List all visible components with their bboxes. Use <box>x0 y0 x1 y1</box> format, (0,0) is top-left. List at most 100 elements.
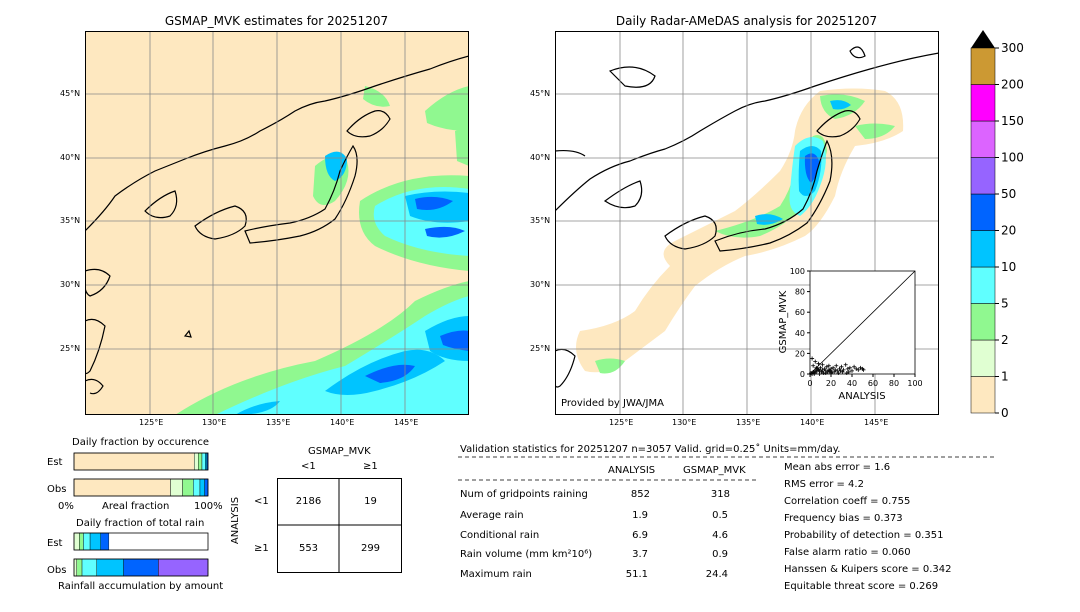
colorbar-box <box>970 339 996 377</box>
right-lat-label: 35°N <box>530 216 551 225</box>
validation-metric: RMS error = 4.2 <box>784 479 864 490</box>
scatter-point <box>810 356 815 361</box>
scatter-point <box>823 370 828 375</box>
validation-row-gsmap: 318 <box>710 489 730 500</box>
fraction-bar-segment <box>123 558 159 577</box>
contingency-row-label: <1 <box>254 496 269 507</box>
scatter-point <box>820 362 825 367</box>
contingency-row-label: ≥1 <box>254 543 269 554</box>
contingency-row-axis: ANALYSIS <box>230 496 242 545</box>
occurrence-est-label: Est <box>47 457 63 468</box>
scatter-point <box>839 364 844 369</box>
fraction-bar-segment <box>170 478 183 497</box>
colorbar-box <box>970 230 996 268</box>
right-lat-label: 45°N <box>530 89 551 98</box>
scatter-point <box>825 369 830 374</box>
scatter-point <box>824 364 829 369</box>
fraction-bar-segment <box>201 452 206 471</box>
right-lon-label: 130°E <box>672 418 697 427</box>
scatter-ytick-label: 80 <box>795 288 805 297</box>
fraction-bar-segment <box>205 452 208 471</box>
occurrence-axis-mid: Areal fraction <box>102 501 170 512</box>
colorbar-box <box>970 193 996 231</box>
scatter-xlabel: ANALYSIS <box>838 391 885 402</box>
scatter-point <box>820 367 825 372</box>
colorbar-label: 20 <box>1001 224 1016 238</box>
rain-fraction-bars <box>73 532 209 577</box>
colorbar-box <box>970 266 996 304</box>
contingency-col-label: <1 <box>301 461 316 472</box>
validation-row-gsmap: 0.9 <box>712 549 728 560</box>
validation-rules <box>458 456 996 481</box>
right-map-title: Daily Radar-AMeDAS analysis for 20251207 <box>615 14 878 28</box>
validation-col-gsmap: GSMAP_MVK <box>683 465 746 476</box>
colorbar-label: 50 <box>1001 187 1016 201</box>
scatter-ylabel: GSMAP_MVK <box>778 290 789 353</box>
fraction-bar-segment <box>193 478 201 497</box>
left-lon-label: 145°E <box>394 418 419 427</box>
scatter-point <box>841 367 846 372</box>
scatter-ytick-label: 40 <box>795 329 805 338</box>
left-graticule <box>85 31 469 415</box>
left-rain-areas <box>175 86 469 415</box>
scatter-point <box>829 366 833 371</box>
left-lon-label: 135°E <box>266 418 291 427</box>
fraction-bar-segment <box>79 532 84 551</box>
validation-row-gsmap: 4.6 <box>712 530 728 541</box>
contingency-cell: 553 <box>298 543 319 554</box>
validation-row-analysis: 6.9 <box>632 530 648 541</box>
left-lat-label: 30°N <box>60 280 81 289</box>
fraction-bar-segment <box>96 558 124 577</box>
validation-metric: False alarm ratio = 0.060 <box>784 547 911 558</box>
fraction-bar-segment <box>89 532 102 551</box>
right-lon-label: 125°E <box>609 418 634 427</box>
scatter-point <box>854 366 859 371</box>
scatter-diagonal <box>809 270 916 375</box>
scatter-point <box>814 369 819 374</box>
validation-row-analysis: 3.7 <box>632 549 648 560</box>
left-lat-label: 40°N <box>60 153 81 162</box>
scatter-point <box>833 367 838 372</box>
right-lon-label: 135°E <box>736 418 761 427</box>
scatter-xtick-label: 20 <box>826 379 836 388</box>
colorbar-label: 0 <box>1001 406 1009 420</box>
scatter-point <box>813 359 818 364</box>
left-coastlines <box>85 55 469 395</box>
scatter-point <box>812 372 817 376</box>
fraction-bar-frame <box>73 532 209 551</box>
right-lon-label: 145°E <box>864 418 889 427</box>
left-lat-label: 35°N <box>60 216 81 225</box>
colorbar-label: 100 <box>1001 151 1024 165</box>
fraction-bar-frame <box>73 452 209 471</box>
scatter-point <box>822 366 827 371</box>
right-graticule <box>555 31 939 415</box>
scatter-xtick-label: 0 <box>807 379 812 388</box>
contingency-grid <box>277 478 402 573</box>
occurrence-axis-left: 0% <box>58 501 74 512</box>
fraction-bar-frame <box>73 558 209 577</box>
scatter-point <box>816 361 821 366</box>
right-map-credit: Provided by JWA/JMA <box>561 398 664 409</box>
colorbar-box <box>970 84 996 122</box>
validation-metric: Hanssen & Kuipers score = 0.342 <box>784 564 952 575</box>
scatter-point <box>850 368 854 373</box>
occurrence-axis-right: 100% <box>194 501 223 512</box>
validation-metric: Frequency bias = 0.373 <box>784 513 903 524</box>
scatter-point <box>858 365 863 370</box>
scatter-point <box>819 369 824 374</box>
scatter-xtick-label: 60 <box>868 379 878 388</box>
right-coastlines <box>555 46 939 388</box>
validation-row-analysis: 1.9 <box>632 510 648 521</box>
scatter-ytick-label: 60 <box>795 308 805 317</box>
validation-metric: Equitable threat score = 0.269 <box>784 581 939 592</box>
scatter-point <box>846 369 851 374</box>
validation-row-gsmap: 0.5 <box>712 510 728 521</box>
validation-col-analysis: ANALYSIS <box>608 465 656 476</box>
colorbar: 0 1 2 5 10 20 50 100 150 200 300 <box>970 30 1024 420</box>
occurrence-bars <box>73 452 209 497</box>
validation-metric: Correlation coeff = 0.755 <box>784 496 911 507</box>
validation-row-label: Average rain <box>460 510 524 521</box>
scatter-ticks: 00 20 20 40 40 60 60 80 80 100 100 <box>790 267 923 388</box>
occurrence-obs-label: Obs <box>47 484 67 495</box>
validation-row-gsmap: 24.4 <box>705 569 728 580</box>
